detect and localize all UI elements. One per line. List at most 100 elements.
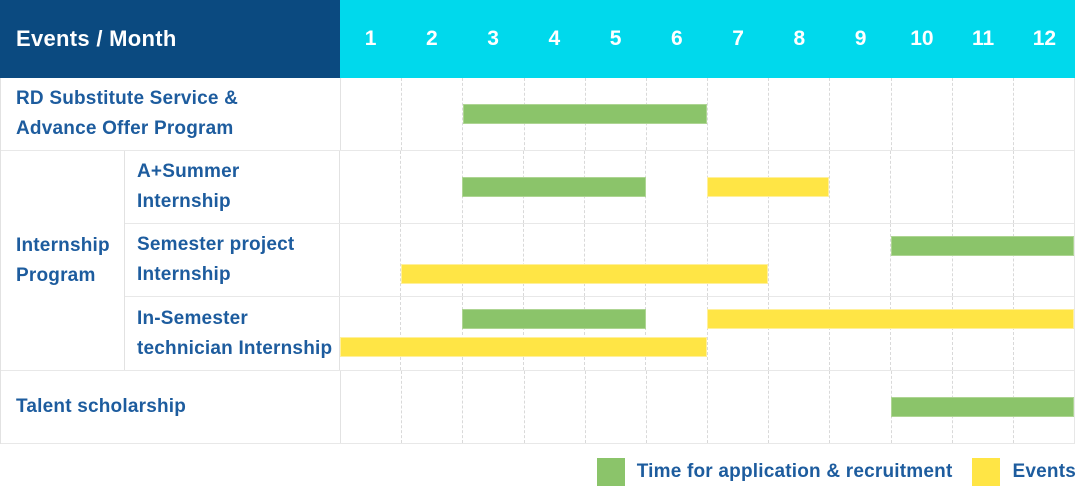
month-grid-cell <box>769 297 830 370</box>
row-talent-scholarship: Talent scholarship <box>1 371 1074 444</box>
month-grid-cell <box>892 78 953 150</box>
month-header-cell: 3 <box>487 27 499 50</box>
month-header-cell: 11 <box>972 27 995 50</box>
month-grid-cell <box>953 297 1014 370</box>
month-header-cell: 4 <box>548 27 561 50</box>
row-rd-substitute: RD Substitute Service & Advance Offer Pr… <box>1 78 1074 151</box>
month-grid-cell <box>646 297 708 370</box>
legend-label-application-recruitment: Time for application & recruitment <box>636 461 953 482</box>
row-label-talent-scholarship: Talent scholarship <box>1 371 341 443</box>
green-swatch-icon <box>596 458 625 486</box>
gantt-bar-green <box>463 104 708 124</box>
month-header-cell: 10 <box>910 27 934 50</box>
month-grid-cell <box>524 224 585 296</box>
gantt-bar-green <box>890 236 1074 256</box>
month-grid-cell <box>341 371 403 443</box>
month-grid-cell <box>1014 151 1074 223</box>
month-grid-cell <box>891 224 953 296</box>
month-grid-cell <box>953 78 1014 150</box>
row-in-semester-technician-internship: In-Semester technician Internship <box>125 297 1074 370</box>
month-grid-cell <box>585 224 647 296</box>
month-grid-cell <box>769 151 830 223</box>
month-grid-cell <box>708 371 770 443</box>
gantt-bar-yellow <box>340 337 707 357</box>
month-header-cell: 9 <box>854 27 867 50</box>
internship-subrows: A+Summer Internship Semester project Int… <box>125 151 1074 370</box>
month-grid-cell <box>401 224 463 296</box>
month-grid-cell <box>830 371 892 443</box>
month-grid-cell <box>708 78 770 150</box>
row-a-summer-internship: A+Summer Internship <box>125 151 1074 224</box>
month-header-cell: 2 <box>426 27 438 50</box>
month-grid-cell <box>340 297 402 370</box>
events-month-header-cell: Events / Month <box>0 0 340 78</box>
month-grid-cell <box>402 78 464 150</box>
gantt-track-semester-project-internship <box>340 224 1074 296</box>
month-grid-cell <box>708 224 769 296</box>
row-label-a-summer-internship: A+Summer Internship <box>125 151 340 223</box>
month-grid-cell <box>401 151 463 223</box>
month-grid-cell <box>646 224 708 296</box>
gantt-bar-yellow <box>707 309 1074 329</box>
legend-item-application-recruitment: Time for application & recruitment <box>596 458 953 486</box>
month-grid-cell <box>340 151 402 223</box>
month-header-row: 1 2 3 4 5 6 7 8 9 10 11 12 <box>340 0 1075 78</box>
month-header-cell: 5 <box>609 27 622 50</box>
month-grid-cell <box>891 297 953 370</box>
internship-program-section: Internship Program A+Summer Internship S… <box>1 151 1074 371</box>
month-header-cell: 12 <box>1032 27 1057 50</box>
month-grid-cell <box>402 371 464 443</box>
month-grid <box>340 224 1074 296</box>
gantt-track-in-semester-technician-internship <box>340 297 1074 370</box>
chart-legend: Time for application & recruitment Event… <box>0 458 1080 486</box>
gantt-bar-green <box>890 397 1074 417</box>
row-label-semester-project-internship: Semester project Internship <box>125 224 340 296</box>
month-grid-cell <box>830 297 892 370</box>
gantt-track-a-summer-internship <box>340 151 1074 223</box>
month-grid-cell <box>340 224 402 296</box>
month-grid-cell <box>1014 78 1074 150</box>
month-grid-cell <box>647 78 709 150</box>
month-header-cell: 1 <box>364 27 377 50</box>
month-grid-cell <box>953 224 1014 296</box>
month-grid-cell <box>525 371 586 443</box>
month-grid-cell <box>830 224 892 296</box>
legend-item-events: Events <box>972 458 1076 486</box>
month-grid-cell <box>586 371 647 443</box>
gantt-bar-yellow <box>707 177 830 197</box>
month-grid-cell <box>769 371 831 443</box>
events-month-table: Events / Month 1 2 3 4 5 6 7 8 9 10 11 12 RD Substi… <box>0 0 1075 444</box>
month-grid-cell <box>463 224 524 296</box>
month-grid <box>341 78 1074 150</box>
month-grid-cell <box>830 151 892 223</box>
month-grid-cell <box>401 297 463 370</box>
month-grid-cell <box>463 371 525 443</box>
month-grid-cell <box>769 78 831 150</box>
row-label-in-semester-technician-internship: In-Semester technician Internship <box>125 297 340 370</box>
month-grid <box>340 297 1074 370</box>
table-header-row: Events / Month 1 2 3 4 5 6 7 8 9 10 11 12 <box>0 0 1075 78</box>
gantt-bar-green <box>462 309 646 329</box>
yellow-swatch-icon <box>972 458 1001 486</box>
month-header-cell: 8 <box>793 27 806 50</box>
month-grid-cell <box>769 224 830 296</box>
row-semester-project-internship: Semester project Internship <box>125 224 1074 297</box>
month-grid-cell <box>463 297 524 370</box>
month-grid-cell <box>341 78 403 150</box>
month-header-cell: 7 <box>732 27 744 50</box>
month-grid-cell <box>708 297 769 370</box>
row-label-rd-substitute-service: RD Substitute Service & Advance Offer Pr… <box>1 78 341 150</box>
gantt-bar-yellow <box>401 264 769 284</box>
month-grid-cell <box>830 78 892 150</box>
month-grid-cell <box>585 297 647 370</box>
gantt-track-rd-substitute <box>341 78 1074 150</box>
month-grid-cell <box>1014 224 1074 296</box>
month-grid-cell <box>646 151 708 223</box>
month-grid-cell <box>891 151 953 223</box>
month-grid-cell <box>953 151 1014 223</box>
month-grid-cell <box>647 371 709 443</box>
group-label-internship-program: Internship Program <box>1 151 125 370</box>
legend-label-events: Events <box>1012 461 1076 482</box>
gantt-track-talent-scholarship <box>341 371 1074 443</box>
